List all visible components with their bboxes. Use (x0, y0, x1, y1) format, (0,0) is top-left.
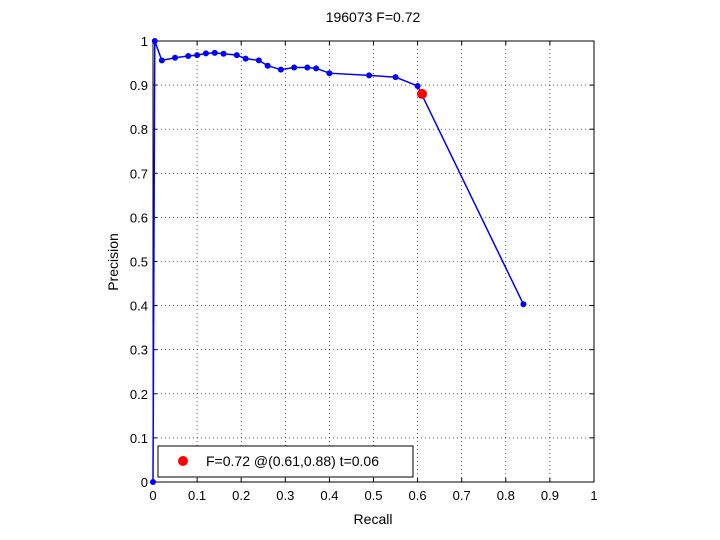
data-point (172, 54, 179, 61)
data-point (202, 50, 209, 57)
y-tick-label: 0.2 (130, 387, 148, 402)
y-tick-label: 0.6 (130, 210, 148, 225)
axis-ticks (152, 40, 595, 483)
y-tick-label: 0.9 (130, 78, 148, 93)
y-tick-label: 0.5 (130, 255, 148, 270)
x-tick-label: 0.5 (364, 488, 382, 503)
data-point (326, 70, 333, 77)
data-point (277, 66, 284, 73)
data-point (304, 64, 311, 71)
x-tick-label: 0.3 (276, 488, 294, 503)
x-tick-label: 0.8 (497, 488, 515, 503)
grid-lines (153, 41, 594, 482)
y-tick-label: 0.7 (130, 166, 148, 181)
data-point (211, 49, 218, 56)
x-tick-label: 0.1 (188, 488, 206, 503)
legend-box (157, 445, 414, 478)
x-tick-label: 0.9 (541, 488, 559, 503)
precision-recall-curve (152, 40, 525, 483)
data-point (150, 479, 156, 485)
data-point (233, 52, 240, 59)
y-tick-label: 0.1 (130, 431, 148, 446)
data-point (220, 50, 227, 57)
legend-label: F=0.72 @(0.61,0.88) t=0.06 (206, 453, 379, 469)
y-tick-label: 0.3 (130, 343, 148, 358)
data-point (242, 55, 249, 62)
x-tick-label: 0 (149, 488, 156, 503)
best-f-point (417, 88, 428, 99)
y-axis-label: Precision (105, 233, 121, 291)
x-axis-label: Recall (354, 511, 393, 527)
y-tick-label: 1 (141, 34, 148, 49)
y-tick-label: 0 (141, 475, 148, 490)
data-point (194, 52, 201, 59)
data-point (313, 65, 320, 72)
data-point (392, 74, 399, 81)
x-tick-label: 0.2 (232, 488, 250, 503)
x-tick-label: 0.6 (409, 488, 427, 503)
data-point (520, 301, 527, 308)
data-point (366, 72, 373, 79)
data-point (151, 38, 158, 44)
x-tick-label: 0.4 (320, 488, 338, 503)
data-point (264, 62, 271, 69)
data-point (158, 57, 165, 64)
data-point (255, 57, 262, 64)
chart-title: 196073 F=0.72 (326, 9, 421, 25)
y-tick-label: 0.8 (130, 122, 148, 137)
y-tick-labels: 0 0.1 0.2 0.3 0.4 0.5 0.6 0.7 0.8 0.9 1 (130, 34, 148, 490)
x-tick-label: 0.7 (453, 488, 471, 503)
x-tick-label: 1 (590, 488, 597, 503)
data-point (185, 52, 192, 59)
data-point (291, 64, 298, 71)
y-tick-label: 0.4 (130, 299, 148, 314)
legend: F=0.72 @(0.61,0.88) t=0.06 (157, 445, 414, 478)
data-point (414, 82, 421, 89)
precision-recall-points (150, 38, 527, 485)
x-tick-labels: 0 0.1 0.2 0.3 0.4 0.5 0.6 0.7 0.8 0.9 1 (149, 488, 597, 503)
legend-marker (178, 456, 188, 466)
